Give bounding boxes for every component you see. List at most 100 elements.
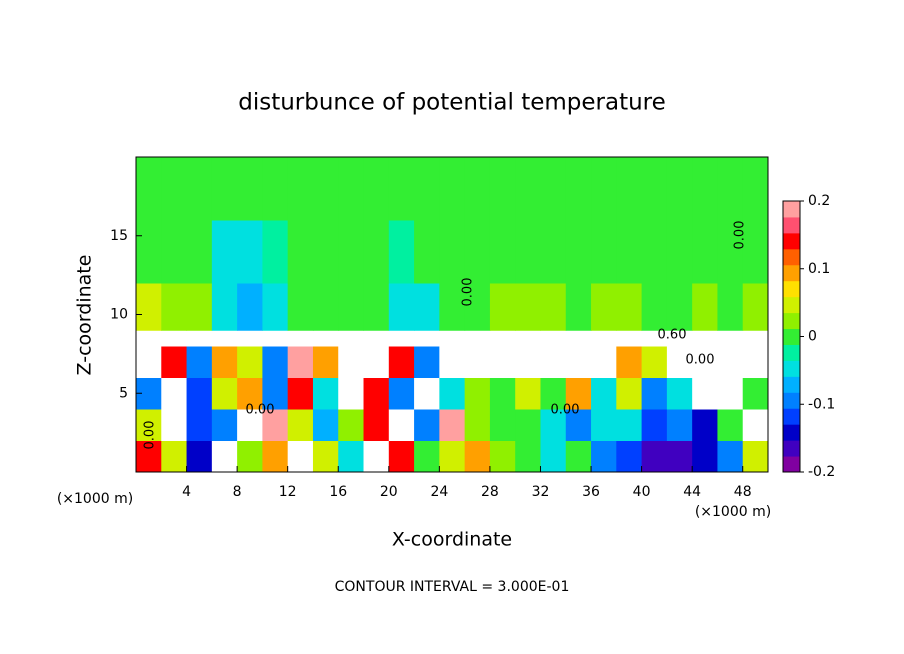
colorbar-swatch (783, 424, 800, 441)
colorbar-swatch (783, 456, 800, 473)
heat-cell (742, 409, 769, 441)
x-tick-label: 36 (582, 484, 600, 500)
heat-cell (742, 330, 769, 347)
heat-cell (641, 440, 668, 473)
heat-cell (616, 346, 643, 378)
heat-cell (388, 330, 415, 347)
colorbar-swatch (783, 440, 800, 457)
heat-cell (641, 377, 668, 410)
heat-cell (338, 283, 365, 331)
heat-cell (489, 330, 516, 347)
heat-cell (641, 283, 668, 331)
heat-cell (641, 220, 668, 284)
x-tick-label: 32 (532, 484, 550, 500)
heat-cell (262, 330, 289, 347)
heat-cell (742, 377, 769, 410)
heat-cell (717, 377, 744, 410)
heat-cell (186, 330, 213, 347)
heat-cell (464, 330, 491, 347)
heat-cell (515, 157, 541, 221)
chart-title: disturbunce of potential temperature (238, 90, 666, 116)
heat-cell (312, 283, 339, 331)
heat-cell (363, 220, 390, 284)
y-tick-label: 10 (110, 307, 128, 323)
heat-cell (742, 220, 769, 284)
heat-cell (237, 330, 263, 347)
colorbar-tick-label: -0.1 (808, 396, 835, 412)
heat-cell (591, 346, 617, 378)
heat-cell (692, 377, 718, 410)
heat-cell (641, 330, 668, 347)
heat-cell (666, 440, 693, 473)
heat-cell (186, 283, 213, 331)
heat-cell (717, 157, 744, 221)
heat-cell (338, 440, 365, 473)
colorbar-swatch (783, 392, 800, 409)
heat-cell (692, 220, 718, 284)
heat-cell (489, 346, 516, 378)
heat-cell (186, 346, 213, 378)
heat-cell (287, 157, 314, 221)
heat-cell (237, 346, 263, 378)
heat-cell (591, 377, 617, 410)
heat-cell (464, 346, 491, 378)
heat-cell (211, 440, 238, 473)
heat-cell (136, 157, 162, 221)
colorbar-swatch (783, 201, 800, 218)
heat-cell (489, 157, 516, 221)
heat-cell (540, 220, 567, 284)
heat-cell (262, 377, 289, 410)
heat-cell (692, 157, 718, 221)
heat-cell (489, 440, 516, 473)
heat-cell (540, 377, 567, 410)
heat-cell (363, 440, 390, 473)
heat-cell (414, 220, 440, 284)
heat-cell (540, 409, 567, 441)
heat-cell (464, 283, 491, 331)
heat-cell (312, 440, 339, 473)
heat-cell (287, 409, 314, 441)
heat-cell (666, 220, 693, 284)
heat-cell (287, 330, 314, 347)
heat-cell (692, 440, 718, 473)
contour-label: 0.00 (551, 403, 580, 418)
heat-cell (616, 157, 643, 221)
colorbar-swatch (783, 360, 800, 377)
heat-cell (666, 283, 693, 331)
heat-cell (616, 220, 643, 284)
heat-cell (186, 157, 213, 221)
heat-cell (363, 409, 390, 441)
heat-cell (338, 157, 365, 221)
heat-cell (388, 346, 415, 378)
heat-cell (489, 220, 516, 284)
heat-cell (211, 220, 238, 284)
heat-cell (136, 440, 162, 473)
heat-cell (136, 409, 162, 441)
heat-cell (540, 157, 567, 221)
x-tick-label: 4 (182, 484, 191, 500)
heat-cell (439, 157, 466, 221)
x-tick-label: 8 (233, 484, 242, 500)
colorbar-swatch (783, 264, 800, 282)
x-axis-label: X-coordinate (392, 529, 512, 551)
heat-cell (312, 409, 339, 441)
heat-cell (641, 346, 668, 378)
heat-cell (717, 283, 744, 331)
heat-cell (717, 330, 744, 347)
heat-cell (666, 346, 693, 378)
heat-cell (591, 440, 617, 473)
heat-cell (742, 157, 769, 221)
heat-cell (186, 220, 213, 284)
heat-cell (237, 157, 263, 221)
heat-cell (414, 330, 440, 347)
heat-cell (186, 409, 213, 441)
heat-cell (591, 409, 617, 441)
heat-cell (489, 283, 516, 331)
heat-cell (414, 409, 440, 441)
y-tick-label: 15 (110, 228, 128, 244)
heat-cell (237, 409, 263, 441)
heat-cell (414, 440, 440, 473)
colorbar-tick-label: 0 (808, 329, 817, 345)
heat-cell (211, 377, 238, 410)
